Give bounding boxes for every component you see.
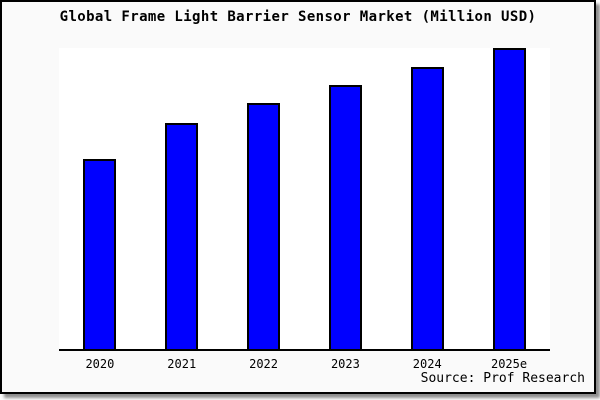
- x-tick-label-2020: 2020: [85, 357, 115, 371]
- x-tick-label-2021: 2021: [167, 357, 197, 371]
- bar-slot-2022: [223, 48, 305, 349]
- plot-area: [59, 48, 550, 351]
- x-tick-label-2025e: 2025e: [490, 357, 528, 371]
- chart-title: Global Frame Light Barrier Sensor Market…: [59, 9, 537, 25]
- chart-figure: Global Frame Light Barrier Sensor Market…: [0, 0, 596, 394]
- bar-2021: [165, 123, 199, 349]
- bar-2020: [83, 159, 117, 349]
- bar-2024: [410, 67, 444, 349]
- bar-2022: [247, 103, 281, 349]
- bar-slot-2021: [141, 48, 223, 349]
- source-text: Source: Prof Research: [420, 371, 585, 386]
- bar-2025e: [492, 48, 526, 349]
- x-tick-label-2022: 2022: [249, 357, 279, 371]
- bar-slot-2025e: [468, 48, 550, 349]
- bar-slot-2020: [59, 48, 141, 349]
- bar-2023: [328, 85, 362, 349]
- bar-slot-2023: [304, 48, 386, 349]
- bar-slot-2024: [386, 48, 468, 349]
- x-tick-label-2023: 2023: [330, 357, 360, 371]
- x-tick-label-2024: 2024: [412, 357, 442, 371]
- x-axis-tick-labels: 2020 2021 2022 2023 2024 2025e: [59, 357, 550, 371]
- bars-container: [59, 48, 550, 349]
